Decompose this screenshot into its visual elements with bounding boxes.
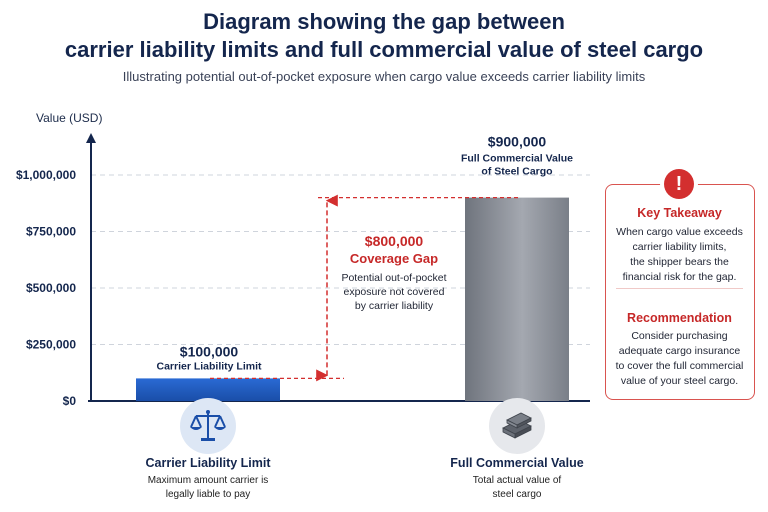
category-label-commercial: Full Commercial Value <box>450 456 584 470</box>
recommendation-line-3: to cover the full commercial <box>615 360 744 372</box>
chart-title: Diagram showing the gap between carrier … <box>0 8 768 64</box>
takeaway-heading: Key Takeaway <box>637 206 722 220</box>
panel-divider <box>616 288 743 289</box>
y-tick-label: $250,000 <box>26 338 76 352</box>
recommendation-line-2: adequate cargo insurance <box>618 345 741 357</box>
y-axis-label: Value (USD) <box>36 111 102 125</box>
category-desc-commercial-line-2: steel cargo <box>492 489 542 500</box>
takeaway-text: When cargo value exceeds carrier liabili… <box>612 225 747 285</box>
data-label-carrier-value: $100,000 <box>180 343 239 359</box>
recommendation-heading: Recommendation <box>627 311 732 325</box>
y-tick-label: $500,000 <box>26 281 76 295</box>
recommendation-line-4: value of your steel cargo. <box>620 375 739 387</box>
category-desc-carrier: Maximum amount carrier is legally liable… <box>118 474 298 502</box>
chart-subtitle: Illustrating potential out-of-pocket exp… <box>122 69 646 84</box>
chart-svg: $0 $250,000 $500,000 $750,000 $1,000,000 Val… <box>16 111 590 408</box>
title-line-1: Diagram showing the gap between <box>203 9 565 34</box>
category-desc-carrier-line-2: legally liable to pay <box>165 489 251 500</box>
y-tick-labels: $0 $250,000 $500,000 $750,000 $1,000,000 <box>16 168 76 408</box>
gap-label: Coverage Gap <box>350 251 438 266</box>
bar-carrier-liability <box>136 378 280 401</box>
gap-desc-line-3: by carrier liability <box>355 300 434 312</box>
takeaway-line-2: carrier liability limits, <box>632 241 727 253</box>
gap-value: $800,000 <box>365 233 424 249</box>
category-desc-carrier-line-1: Maximum amount carrier is <box>147 475 269 486</box>
steel-beams-icon <box>489 398 545 454</box>
scales-icon <box>180 398 236 454</box>
data-label-commercial-caption-line-1: Full Commercial Value <box>461 153 573 165</box>
y-tick-label: $0 <box>63 394 77 408</box>
takeaway-panel: ! Key Takeaway When cargo value exceeds … <box>605 169 755 400</box>
category-desc-commercial: Total actual value of steel cargo <box>427 474 607 502</box>
bar-full-commercial-value <box>465 197 569 401</box>
recommendation-text: Consider purchasing adequate cargo insur… <box>612 329 747 389</box>
data-label-commercial-caption-line-2: of Steel Cargo <box>481 166 552 178</box>
y-tick-label: $1,000,000 <box>16 168 76 182</box>
title-line-2: carrier liability limits and full commer… <box>64 37 704 62</box>
data-label-carrier-caption: Carrier Liability Limit <box>156 360 262 372</box>
gap-desc-line-2: exposure not covered <box>344 286 445 298</box>
gap-desc-line-1: Potential out-of-pocket <box>341 272 446 284</box>
category-desc-commercial-line-1: Total actual value of <box>472 475 562 486</box>
takeaway-line-4: financial risk for the gap. <box>622 271 737 283</box>
recommendation-line-1: Consider purchasing <box>631 330 728 342</box>
data-label-commercial-value: $900,000 <box>488 134 547 150</box>
alert-icon: ! <box>664 169 694 199</box>
y-axis-arrow <box>86 133 96 143</box>
takeaway-line-1: When cargo value exceeds <box>616 226 743 238</box>
category-label-carrier: Carrier Liability Limit <box>145 456 271 470</box>
y-tick-label: $750,000 <box>26 225 76 239</box>
takeaway-line-3: the shipper bears the <box>630 256 729 268</box>
